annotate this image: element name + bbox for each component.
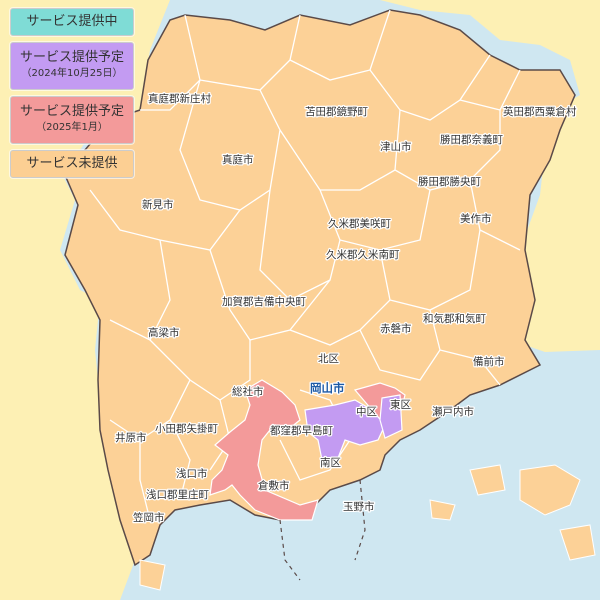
- label-higashi-ku: 東区: [390, 398, 411, 411]
- label-kurashiki: 倉敷市: [258, 479, 290, 492]
- islands: [139, 464, 596, 591]
- label-kaga-kibichuo: 加賀郡吉備中央町: [222, 295, 306, 308]
- label-kume-misaki: 久米郡美咲町: [328, 217, 391, 230]
- legend-unserved: サービス未提供: [10, 150, 134, 178]
- label-maniwa-shinjo: 真庭郡新庄村: [148, 92, 211, 105]
- label-tamano: 玉野市: [343, 500, 375, 513]
- label-tomata-kagamino: 苫田郡鏡野町: [305, 105, 368, 118]
- label-asakuchi: 浅口市: [176, 467, 208, 480]
- legend-planned-2025-date: （2025年1月）: [36, 122, 108, 134]
- label-tsukubo-hayashima: 都窪郡早島町: [270, 424, 333, 437]
- label-ibara: 井原市: [115, 431, 147, 444]
- label-niimi: 新見市: [142, 198, 174, 211]
- label-kume-kumenan: 久米郡久米南町: [326, 248, 400, 261]
- label-kita-ku: 北区: [318, 353, 339, 365]
- legend-planned-2024: サービス提供予定 （2024年10月25日）: [10, 42, 134, 90]
- label-takahashi: 高梁市: [148, 326, 180, 339]
- label-katsuta-nagi: 勝田郡奈義町: [440, 133, 503, 146]
- legend-planned-2025: サービス提供予定 （2025年1月）: [10, 96, 134, 144]
- neighbor-north: [0, 0, 600, 352]
- legend-served-label: サービス提供中: [26, 14, 118, 29]
- label-soja: 総社市: [232, 385, 264, 398]
- legend-planned-2024-date: （2024年10月25日）: [21, 68, 123, 80]
- okayama-prefecture: [64, 9, 576, 567]
- label-maniwa: 真庭市: [222, 153, 254, 166]
- label-tsuyama: 津山市: [380, 140, 412, 153]
- label-bizen: 備前市: [473, 355, 505, 368]
- legend-planned-2025-label: サービス提供予定: [19, 104, 124, 119]
- label-katsuta-shoo: 勝田郡勝央町: [418, 175, 481, 188]
- prefecture-border-sea-2: [279, 519, 301, 581]
- label-mimasaka: 美作市: [460, 212, 492, 225]
- place-labels: 真庭郡新庄村 苫田郡鏡野町 英田郡西粟倉村 津山市 勝田郡奈義町 真庭市 勝田郡…: [114, 91, 578, 526]
- region-planned-2024-east: [379, 394, 403, 439]
- region-planned-2024: [304, 399, 386, 461]
- label-oda-yakage: 小田郡矢掛町: [155, 422, 218, 435]
- legend-planned-2024-label: サービス提供予定: [19, 50, 124, 65]
- legend-served: サービス提供中: [10, 8, 134, 36]
- label-wake-wake: 和気郡和気町: [423, 312, 486, 325]
- label-kasaoka: 笠岡市: [133, 511, 165, 524]
- label-asakuchi-satosho: 浅口郡里庄町: [146, 488, 209, 501]
- label-minami-ku: 南区: [320, 456, 341, 469]
- prefecture-border-sea: [354, 479, 366, 561]
- label-aida-nishiawakura: 英田郡西粟倉村: [503, 105, 577, 118]
- label-naka-ku: 中区: [356, 405, 377, 418]
- label-okayama: 岡山市: [310, 381, 345, 395]
- label-setouchi: 瀬戸内市: [432, 405, 474, 418]
- legend-unserved-label: サービス未提供: [26, 156, 118, 171]
- label-akaiwa: 赤磐市: [380, 322, 412, 335]
- municipal-borders: [89, 9, 521, 521]
